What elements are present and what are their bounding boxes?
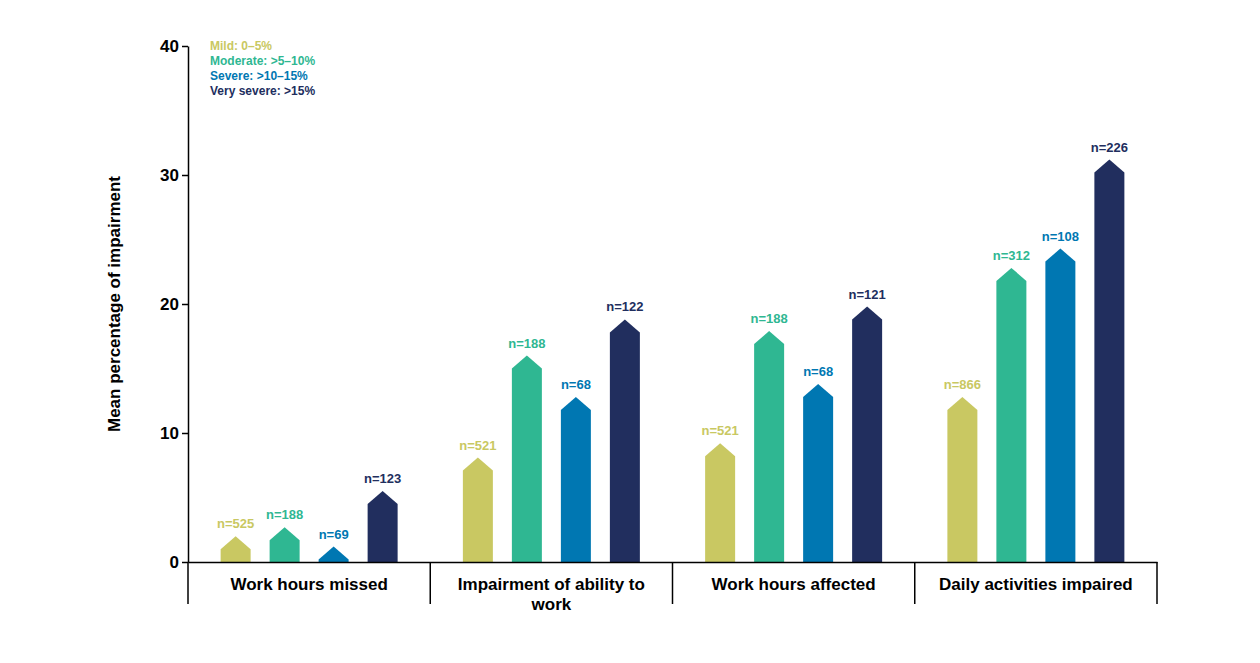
y-axis: 0 10 20 30 40 xyxy=(160,37,188,572)
bar xyxy=(512,356,542,562)
bars xyxy=(221,160,1125,562)
category-separator xyxy=(430,562,432,604)
bar xyxy=(221,536,251,562)
n-label: n=866 xyxy=(944,377,981,392)
y-tick-mark xyxy=(182,175,188,177)
legend-entry: Moderate: >5–10% xyxy=(210,54,315,68)
bar xyxy=(996,268,1026,562)
n-label: n=188 xyxy=(266,507,303,522)
legend: Mild: 0–5%Moderate: >5–10%Severe: >10–15… xyxy=(210,39,315,98)
category-separator xyxy=(672,562,674,604)
y-tick: 20 xyxy=(160,295,188,314)
x-tick-label-line: Daily activities impaired xyxy=(939,575,1133,594)
n-label: n=226 xyxy=(1091,140,1128,155)
y-tick: 0 xyxy=(170,553,188,572)
y-tick-mark xyxy=(182,433,188,435)
bar xyxy=(270,527,300,562)
legend-entry: Very severe: >15% xyxy=(210,84,315,98)
n-label: n=188 xyxy=(508,336,545,351)
y-tick: 10 xyxy=(160,424,188,443)
x-tick-label-line: Work hours affected xyxy=(712,575,876,594)
bar xyxy=(852,307,882,562)
n-label: n=69 xyxy=(319,527,349,542)
n-label: n=121 xyxy=(849,287,886,302)
n-label: n=521 xyxy=(459,438,496,453)
y-axis-title: Mean percentage of impairment xyxy=(105,176,124,432)
y-tick: 40 xyxy=(160,37,188,56)
bar xyxy=(754,331,784,562)
n-label: n=188 xyxy=(751,311,788,326)
x-tick-label-line: work xyxy=(531,595,572,614)
category-separator xyxy=(914,562,916,604)
y-tick-label: 20 xyxy=(160,295,179,314)
x-tick: Daily activities impaired xyxy=(939,575,1133,594)
y-tick: 30 xyxy=(160,166,188,185)
chart: n=525 n=521 n=521 n=866 n=188 n=188 n=188 n=312… xyxy=(0,0,1260,663)
n-label: n=108 xyxy=(1042,229,1079,244)
y-tick-label: 0 xyxy=(170,553,179,572)
n-labels: n=525 n=521 n=521 n=866 n=188 n=188 n=188 n=312… xyxy=(217,140,1128,542)
y-tick-mark xyxy=(182,562,188,564)
bar xyxy=(319,547,349,562)
x-tick-label-line: Impairment of ability to xyxy=(458,575,645,594)
x-tick-label: Work hours affected xyxy=(712,575,876,594)
n-label: n=122 xyxy=(606,299,643,314)
x-axis: Work hours missed Impairment of ability t… xyxy=(189,563,1158,615)
x-tick: Work hours affected xyxy=(712,575,876,594)
x-tick-label: Impairment of ability towork xyxy=(458,575,645,614)
y-tick-mark xyxy=(182,46,188,48)
x-tick-label: Daily activities impaired xyxy=(939,575,1133,594)
x-tick-label-line: Work hours missed xyxy=(230,575,387,594)
bar xyxy=(463,458,493,562)
n-label: n=68 xyxy=(803,364,833,379)
y-tick-label: 40 xyxy=(160,37,179,56)
bar xyxy=(368,491,398,562)
x-tick: Impairment of ability towork xyxy=(458,575,645,614)
bar xyxy=(1094,160,1124,562)
x-tick: Work hours missed xyxy=(230,575,387,594)
n-label: n=312 xyxy=(993,248,1030,263)
bar xyxy=(561,397,591,562)
y-tick-label: 10 xyxy=(160,424,179,443)
category-separator xyxy=(1156,562,1158,604)
n-label: n=525 xyxy=(217,516,254,531)
bar xyxy=(803,384,833,562)
n-label: n=123 xyxy=(364,471,401,486)
separators xyxy=(188,562,1157,604)
bar xyxy=(1045,249,1075,562)
n-label: n=68 xyxy=(561,377,591,392)
x-tick-label: Work hours missed xyxy=(230,575,387,594)
legend-entry: Severe: >10–15% xyxy=(210,69,308,83)
bar xyxy=(705,443,735,562)
y-tick-label: 30 xyxy=(160,166,179,185)
legend-entry: Mild: 0–5% xyxy=(210,39,272,53)
bar xyxy=(947,397,977,562)
category-separator xyxy=(187,562,189,604)
n-label: n=521 xyxy=(702,423,739,438)
bar xyxy=(610,319,640,562)
y-tick-mark xyxy=(182,304,188,306)
